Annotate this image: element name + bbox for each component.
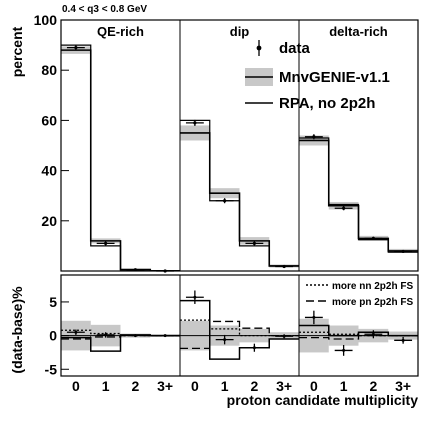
ratio-data-point-2-2 <box>371 332 375 336</box>
legend-rpa-label: RPA, no 2p2h <box>279 95 375 112</box>
top-ytick-label-60: 60 <box>41 112 57 128</box>
data-point-1-0 <box>193 121 197 125</box>
data-point-2-0 <box>312 135 316 139</box>
ratio-pn-histogram-0 <box>61 334 180 340</box>
bottom-y-axis-label: (data-base)% <box>9 286 25 374</box>
panel-label-1: dip <box>230 24 250 39</box>
rpa-histogram-0 <box>61 44 180 272</box>
legend-mc-label: MnvGENIE-v1.1 <box>279 69 390 86</box>
mc-histogram-0 <box>61 49 180 272</box>
data-point-2-2 <box>371 236 375 240</box>
x-axis-label: proton candidate multiplicity <box>227 392 419 408</box>
xtick-label-2-2: 2 <box>369 378 377 394</box>
xtick-label-2-3: 3+ <box>395 378 411 394</box>
ratio-base-histogram-1 <box>180 299 299 360</box>
ratio-data-point-0-0 <box>74 330 78 334</box>
ratio-data-point-1-2 <box>252 346 256 350</box>
ratio-nn-histogram-0 <box>61 329 180 337</box>
data-point-2-3 <box>401 249 405 254</box>
bottom-ytick-label--5: -5 <box>45 361 58 377</box>
bottom-ytick-label-0: 0 <box>49 328 57 344</box>
bottom-frame <box>60 274 419 377</box>
legend-pn-label: more pn 2p2h FS <box>332 297 413 308</box>
rpa-histogram-2 <box>299 137 418 253</box>
data-point-1-3 <box>282 264 286 269</box>
data-point-2-1 <box>342 206 346 210</box>
xtick-label-2-1: 1 <box>340 378 348 394</box>
header-label: 0.4 < q3 < 0.8 GeV <box>62 4 147 15</box>
top-ytick-label-20: 20 <box>41 213 57 229</box>
ratio-data-point-2-1 <box>342 348 346 352</box>
data-point-1-2 <box>252 241 256 245</box>
ratio-data-point-1-0 <box>193 295 197 299</box>
ratio-data-point-2-3 <box>401 338 405 342</box>
ratio-data-point-2-0 <box>312 315 316 319</box>
top-frame <box>60 19 419 272</box>
top-ytick-label-40: 40 <box>41 163 57 179</box>
xtick-label-1-2: 2 <box>250 378 258 394</box>
xtick-label-1-3: 3+ <box>276 378 292 394</box>
bottom-ytick-label-5: 5 <box>49 294 57 310</box>
xtick-label-1-1: 1 <box>221 378 229 394</box>
xtick-label-0-3: 3+ <box>157 378 173 394</box>
panel-label-0: QE-rich <box>97 24 144 39</box>
ratio-pn-histogram-2 <box>299 334 418 340</box>
top-ytick-label-100: 100 <box>34 12 58 28</box>
legend-data-label: data <box>279 40 311 57</box>
ratio-data-point-1-1 <box>223 338 227 342</box>
ratio-pn-histogram-1 <box>180 320 299 350</box>
xtick-label-0-0: 0 <box>72 378 80 394</box>
panel-label-2: delta-rich <box>329 24 388 39</box>
top-ytick-label-80: 80 <box>41 62 57 78</box>
top-y-axis-label: percent <box>9 26 25 77</box>
data-point-1-1 <box>223 199 227 203</box>
data-point-0-0 <box>74 46 78 50</box>
xtick-label-2-0: 0 <box>310 378 318 394</box>
xtick-label-0-1: 1 <box>102 378 110 394</box>
xtick-label-1-0: 0 <box>191 378 199 394</box>
legend-data-marker <box>256 45 262 51</box>
legend-nn-label: more nn 2p2h FS <box>332 281 413 292</box>
data-point-0-1 <box>104 241 108 245</box>
rpa-histogram-1 <box>180 119 299 267</box>
xtick-label-0-2: 2 <box>131 378 139 394</box>
